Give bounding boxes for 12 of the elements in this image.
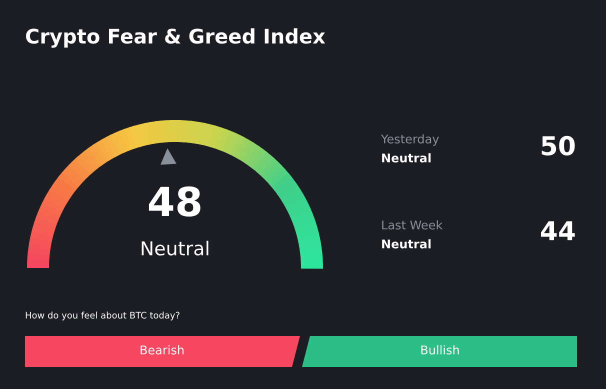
text: Yesterday xyxy=(380,134,439,146)
data-label: 48 xyxy=(148,186,200,217)
text: Bearish xyxy=(140,345,184,354)
text: 44 xyxy=(540,221,575,240)
text: Crypto Fear & Greed Index xyxy=(26,28,326,48)
text: Neutral xyxy=(382,153,431,162)
text: Bullish xyxy=(421,345,459,354)
text: Neutral xyxy=(142,240,208,256)
text: How do you feel about BTC today? xyxy=(26,312,180,320)
text: Neutral xyxy=(382,239,431,248)
text: 50 xyxy=(542,136,575,156)
text: Last Week xyxy=(382,220,443,230)
